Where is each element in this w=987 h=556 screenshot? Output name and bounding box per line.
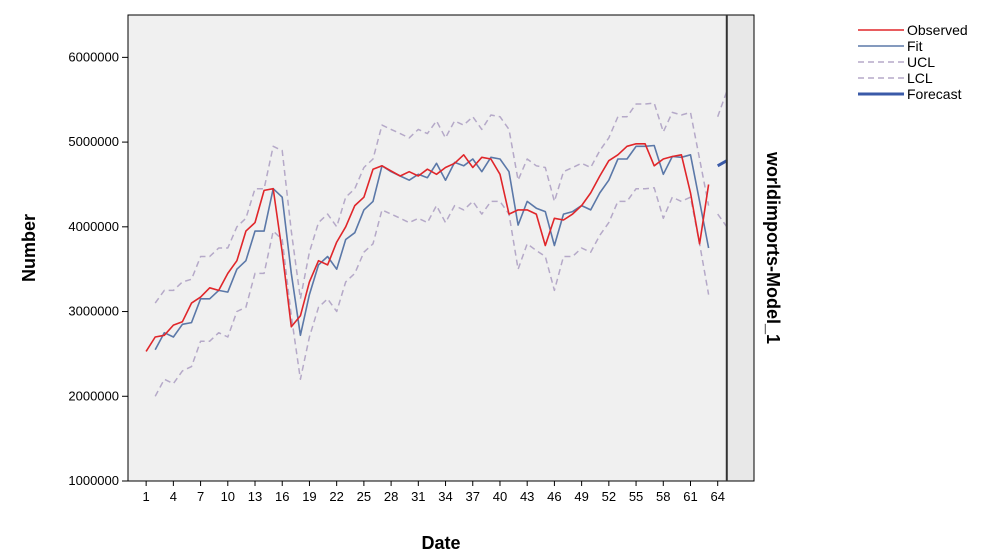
- y-tick-label: 5000000: [68, 134, 119, 149]
- forecast-panel-area: [726, 15, 754, 481]
- x-tick-label: 10: [221, 489, 235, 504]
- x-tick-label: 28: [384, 489, 398, 504]
- x-tick-label: 37: [466, 489, 480, 504]
- x-tick-label: 55: [629, 489, 643, 504]
- x-tick-label: 34: [438, 489, 452, 504]
- legend-label: Fit: [907, 38, 923, 54]
- x-tick-label: 64: [710, 489, 724, 504]
- series-layer: [145, 91, 728, 397]
- y-tick-label: 4000000: [68, 219, 119, 234]
- y-tick-label: 2000000: [68, 388, 119, 403]
- legend-label: Forecast: [907, 86, 962, 102]
- series-forecast-ucl-line: [716, 91, 728, 117]
- series-lcl-line: [154, 187, 710, 397]
- y-tick-label: 3000000: [68, 304, 119, 319]
- x-tick-label: 7: [197, 489, 204, 504]
- x-tick-label: 19: [302, 489, 316, 504]
- x-tick-label: 58: [656, 489, 670, 504]
- x-tick-label: 31: [411, 489, 425, 504]
- x-tick-label: 13: [248, 489, 262, 504]
- panel-label: worldimports-Model_1: [763, 151, 783, 344]
- y-axis-title: Number: [19, 214, 39, 282]
- x-tick-label: 40: [493, 489, 507, 504]
- x-tick-label: 49: [574, 489, 588, 504]
- y-tick-label: 6000000: [68, 49, 119, 64]
- legend-label: LCL: [907, 70, 933, 86]
- x-axis-title: Date: [421, 533, 460, 553]
- y-tick-label: 1000000: [68, 473, 119, 488]
- series-forecast-line: [716, 159, 728, 168]
- x-tick-label: 43: [520, 489, 534, 504]
- x-axis: 1 4 7 10 13 16 19 22 25 28 31 34 37 40 43 46 49 52 55 58 61 6…: [143, 481, 725, 504]
- plot-frame: [127, 14, 755, 482]
- series-observed-line: [145, 143, 710, 352]
- x-tick-label: 16: [275, 489, 289, 504]
- x-tick-label: 22: [329, 489, 343, 504]
- x-tick-label: 46: [547, 489, 561, 504]
- x-tick-label: 61: [683, 489, 697, 504]
- x-tick-label: 1: [143, 489, 150, 504]
- series-fit-line: [154, 144, 710, 351]
- series-ucl-line: [154, 102, 710, 304]
- x-tick-label: 25: [357, 489, 371, 504]
- series-forecast-lcl-line: [717, 213, 728, 228]
- x-tick-label: 52: [602, 489, 616, 504]
- legend-label: Observed: [907, 22, 968, 38]
- y-axis: 1000000 2000000 3000000 4000000 5000000 60000…: [68, 49, 128, 488]
- x-tick-label: 4: [170, 489, 177, 504]
- legend-label: UCL: [907, 54, 935, 70]
